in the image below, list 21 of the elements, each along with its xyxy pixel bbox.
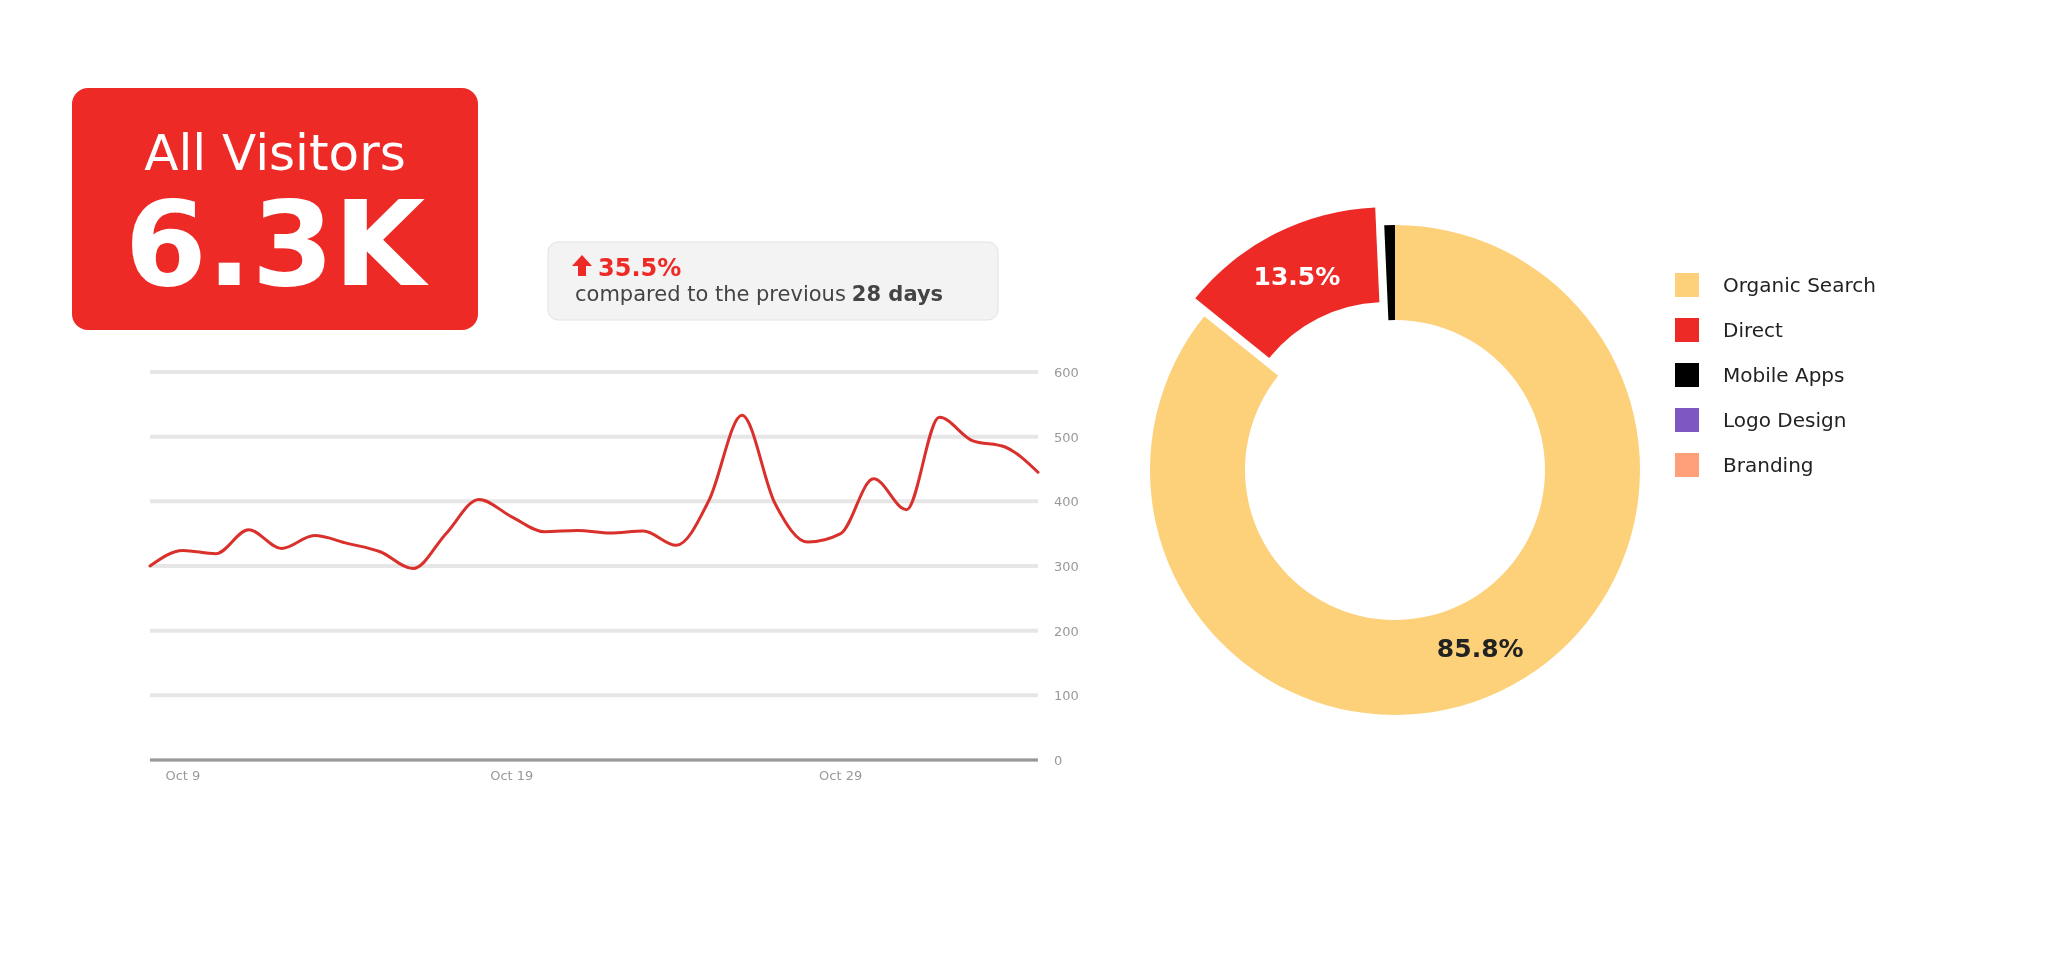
legend-label: Direct <box>1723 318 1784 342</box>
text: compared to the previous <box>575 282 846 306</box>
legend-label: Branding <box>1723 453 1814 477</box>
y-tick-label: 200 <box>1054 623 1079 639</box>
y-tick-label: 400 <box>1054 494 1079 510</box>
y-tick-label: 0 <box>1054 753 1063 768</box>
data-label: 85.8% <box>1436 634 1524 664</box>
x-tick-label: Oct 19 <box>490 768 534 783</box>
legend-label: Logo Design <box>1723 408 1847 432</box>
legend-label: Organic Search <box>1723 273 1876 297</box>
text: 28 days <box>851 282 944 306</box>
x-tick-label: Oct 29 <box>819 768 863 783</box>
y-tick-label: 600 <box>1054 365 1079 380</box>
y-tick-label: 300 <box>1054 559 1079 574</box>
y-tick-label: 100 <box>1054 688 1079 704</box>
legend-label: Mobile Apps <box>1723 363 1845 387</box>
y-tick-label: 500 <box>1054 429 1079 445</box>
line-series <box>148 413 1040 571</box>
x-tick-label: Oct 9 <box>165 768 201 783</box>
text: 35.5% <box>598 254 682 282</box>
data-label: 13.5% <box>1253 261 1341 291</box>
